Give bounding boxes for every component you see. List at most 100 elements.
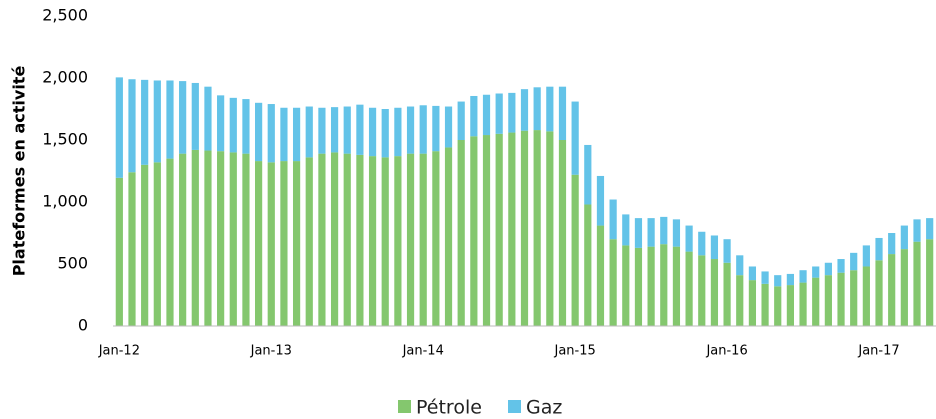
bar-segment [786, 285, 794, 326]
bar-segment [634, 218, 643, 248]
bar-segment [444, 106, 453, 148]
y-tick-label: 0 [78, 316, 88, 335]
legend-swatch [508, 400, 521, 413]
bar-segment [128, 172, 136, 326]
bar-segment [153, 162, 161, 326]
bar-segment [533, 130, 541, 326]
bar-segment [812, 266, 820, 278]
bar-segment [394, 107, 402, 157]
bar-segment [596, 225, 605, 326]
bar-segment [305, 106, 313, 158]
bar-segment [419, 105, 427, 154]
bar-segment [774, 286, 782, 326]
bar-segment [432, 151, 440, 326]
x-tick-label: Jan-15 [554, 344, 596, 359]
bar-segment [913, 219, 921, 242]
x-tick-label: Jan-13 [250, 344, 292, 359]
bar-segment [609, 199, 617, 240]
bar-segment [710, 235, 719, 260]
bar-segment [217, 151, 225, 326]
bar-segment [862, 266, 870, 326]
bar-segment [482, 135, 491, 326]
x-tick-label: Jan-17 [857, 344, 899, 359]
x-tick-label: Jan-14 [402, 344, 444, 359]
bar-segment [255, 161, 263, 326]
bar-segment [229, 152, 237, 326]
bar-segment [457, 101, 465, 140]
bar-segment [723, 262, 731, 326]
y-tick-label: 1,000 [42, 192, 88, 211]
bar-segment [685, 225, 693, 252]
y-tick-label: 2,500 [42, 6, 88, 25]
bar-segment [508, 132, 516, 326]
bar-segment [913, 241, 921, 326]
bar-segment [381, 157, 389, 326]
legend-label: Pétrole [416, 397, 482, 419]
bar-segment [255, 102, 263, 162]
bar-segment [837, 272, 845, 326]
bar-segment [799, 282, 807, 326]
bar-segment [115, 177, 123, 326]
bar-segment [217, 95, 225, 152]
bar-segment [710, 259, 719, 326]
bar-segment [318, 153, 326, 326]
bar-segment [457, 140, 465, 326]
bar-segment [799, 270, 807, 283]
bar-segment [698, 255, 706, 326]
bar-segment [888, 254, 896, 326]
bar-segment [495, 93, 503, 134]
bar-segment [926, 218, 934, 240]
bar-segment [204, 150, 212, 326]
bar-segment [926, 239, 934, 326]
bar-segment [824, 275, 832, 326]
bar-segment [546, 131, 554, 326]
legend-swatch [398, 400, 411, 413]
bar-segment [406, 153, 415, 326]
bar-segment [292, 107, 301, 162]
bar-segment [419, 153, 427, 326]
bar-segment [660, 244, 668, 326]
bar-segment [432, 105, 440, 152]
x-tick-label: Jan-16 [705, 344, 747, 359]
bar-segment [850, 270, 858, 326]
bar-segment [343, 153, 351, 326]
bar-segment [761, 271, 769, 284]
bar-segment [343, 106, 351, 154]
bar-segment [558, 140, 567, 326]
bar-segment [875, 260, 883, 326]
bar-segment [191, 149, 199, 326]
bar-segment [672, 246, 681, 326]
bar-segment [444, 147, 453, 326]
bar-segment [900, 225, 908, 250]
bar-segment [166, 80, 174, 159]
bar-segment [622, 245, 630, 326]
bar-segment [179, 153, 187, 326]
bar-segment [368, 156, 377, 326]
bar-segment [520, 89, 529, 131]
bar-segment [748, 266, 757, 281]
x-tick-label: Jan-12 [98, 344, 140, 359]
bar-segment [647, 218, 655, 247]
bar-segment [470, 136, 478, 326]
bar-segment [242, 153, 250, 326]
bar-segment [482, 94, 491, 136]
bar-segment [672, 219, 681, 247]
bar-segment [356, 104, 364, 155]
bar-segment [318, 107, 326, 154]
bar-segment [115, 77, 123, 178]
bar-segment [862, 245, 870, 267]
bar-segment [508, 92, 516, 133]
bar-segment [584, 204, 592, 326]
bar-segment [888, 233, 896, 255]
bar-segment [141, 79, 149, 165]
y-tick-label: 1,500 [42, 130, 88, 149]
bar-segment [191, 82, 199, 150]
bar-segment [470, 95, 478, 137]
bar-segment [634, 247, 643, 326]
bar-segment [128, 79, 136, 173]
bar-segment [736, 275, 744, 326]
bar-segment [900, 249, 908, 326]
bar-segment [330, 107, 339, 153]
bar-segment [571, 174, 579, 326]
